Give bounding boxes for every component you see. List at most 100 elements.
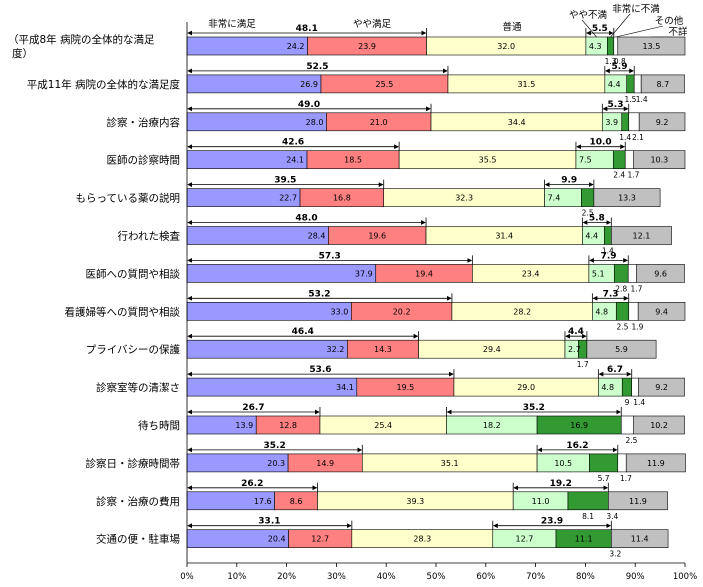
segment-value-label: 13.5 bbox=[642, 42, 660, 51]
bar-segment bbox=[627, 264, 637, 283]
category-label: 看護婦等への質問や相談 bbox=[65, 305, 181, 318]
bar-segment bbox=[586, 339, 657, 359]
category-labels: （平成8年 病院の全体的な満足度） 平成11年 病院の全体的な満足度診察・治療内容… bbox=[8, 33, 180, 546]
segment-value-label: 11.9 bbox=[629, 497, 647, 506]
segment-value-label: 12.7 bbox=[311, 535, 329, 544]
category-label: 診察・治療内容 bbox=[107, 116, 181, 129]
bar-segment bbox=[593, 188, 661, 207]
segment-value-label: 28.0 bbox=[306, 118, 324, 127]
segment-value-label: 1.4 bbox=[636, 95, 648, 104]
x-tick-label: 20% bbox=[277, 572, 296, 582]
bar-segment bbox=[613, 264, 629, 283]
dissatisfied-total-label: 5.5 bbox=[592, 24, 608, 34]
category-label: 平成11年 病院の全体的な満足度 bbox=[27, 78, 181, 91]
segment-value-label: 19.4 bbox=[415, 269, 433, 278]
segment-value-label: 29.0 bbox=[517, 383, 535, 392]
x-tick-label: 10% bbox=[227, 572, 246, 582]
segment-value-label: 33.0 bbox=[331, 307, 349, 316]
satisfied-total-label: 49.0 bbox=[298, 100, 320, 110]
segment-value-label: 26.9 bbox=[300, 80, 318, 89]
segment-value-label: 35.5 bbox=[479, 156, 497, 165]
segment-value-label: 1.4 bbox=[619, 133, 631, 142]
segment-value-label: 3.4 bbox=[606, 512, 618, 521]
bar-segment bbox=[633, 150, 686, 169]
segment-value-label: 9.4 bbox=[655, 307, 668, 316]
bar-segment bbox=[610, 226, 672, 245]
segment-value-label: 16.8 bbox=[333, 194, 351, 203]
dissatisfied-total-label: 19.2 bbox=[550, 479, 572, 489]
bar-segment bbox=[608, 491, 668, 511]
segment-value-label: 18.2 bbox=[483, 421, 501, 430]
dissatisfied-total-label: 5.8 bbox=[589, 214, 605, 224]
bar-segment bbox=[628, 112, 640, 132]
segment-value-label: 11.1 bbox=[575, 535, 593, 544]
satisfied-total-label: 26.7 bbox=[242, 403, 264, 413]
dissatisfied-total-label: 5.9 bbox=[612, 62, 628, 72]
segment-value-label: 5.7 bbox=[598, 474, 610, 483]
bar-segment bbox=[186, 377, 358, 397]
dissatisfied-total-label: 6.7 bbox=[607, 365, 623, 375]
bar-segment bbox=[620, 415, 635, 435]
segment-value-label: 12.1 bbox=[633, 232, 651, 241]
segment-value-label: 2.4 bbox=[613, 171, 625, 180]
bar-segment bbox=[589, 453, 619, 473]
segment-value-label: 5.9 bbox=[615, 345, 628, 354]
segment-value-label: 4.3 bbox=[589, 42, 602, 51]
segment-value-label: 10.2 bbox=[650, 421, 668, 430]
category-label: 医師への質問や相談 bbox=[86, 267, 181, 280]
segment-value-label: 18.5 bbox=[344, 156, 362, 165]
segment-value-label: 2.8 bbox=[615, 284, 627, 293]
category-label: 度） bbox=[12, 47, 33, 60]
segment-value-label: 13.9 bbox=[235, 421, 253, 430]
bar-segment bbox=[607, 36, 615, 56]
x-tick-label: 70% bbox=[526, 572, 545, 582]
x-tick-label: 50% bbox=[427, 572, 446, 582]
bar-segment bbox=[612, 150, 626, 169]
segment-value-label: 32.0 bbox=[497, 42, 515, 51]
bar-segment bbox=[633, 415, 685, 435]
segment-value-label: 1.7 bbox=[628, 171, 640, 180]
segment-value-label: 1.7 bbox=[620, 474, 632, 483]
bar-segment bbox=[621, 377, 633, 397]
segment-value-label: 7.4 bbox=[548, 194, 561, 203]
bar-segment bbox=[640, 74, 685, 94]
bar-segment bbox=[628, 301, 639, 321]
bar-segment bbox=[633, 74, 642, 94]
segment-value-label: 25.5 bbox=[376, 80, 394, 89]
legend-label: その他 bbox=[655, 15, 684, 27]
segment-value-label: 1.5 bbox=[625, 95, 637, 104]
segment-value-label: 28.2 bbox=[513, 307, 531, 316]
category-label: 交通の便・駐車場 bbox=[96, 533, 180, 546]
category-label: 診察日・診療時間帯 bbox=[86, 457, 181, 470]
segment-value-label: 12.8 bbox=[279, 421, 297, 430]
segment-value-label: 14.9 bbox=[316, 459, 334, 468]
segment-value-label: 2.5 bbox=[617, 322, 629, 331]
category-label: 待ち時間 bbox=[138, 419, 180, 432]
segment-value-label: 11.9 bbox=[647, 459, 665, 468]
segment-value-label: 9.6 bbox=[654, 269, 667, 278]
segment-value-label: 20.3 bbox=[267, 459, 285, 468]
segment-value-label: 16.9 bbox=[570, 421, 588, 430]
satisfied-total-label: 33.1 bbox=[258, 517, 280, 527]
segment-value-label: 28.3 bbox=[413, 535, 431, 544]
satisfied-total-label: 26.2 bbox=[241, 479, 263, 489]
segment-value-label: 11.0 bbox=[532, 497, 550, 506]
segment-value-label: 17.6 bbox=[254, 497, 272, 506]
category-label: 行われた検査 bbox=[118, 230, 181, 243]
segment-value-label: 1.4 bbox=[602, 247, 614, 256]
bar-segment bbox=[581, 188, 595, 207]
bar-segment bbox=[617, 36, 686, 56]
satisfied-total-label: 57.3 bbox=[319, 251, 341, 261]
segment-value-label: 1.4 bbox=[633, 398, 645, 407]
category-label: もらっている薬の説明 bbox=[76, 192, 180, 205]
segment-value-label: 32.3 bbox=[455, 194, 473, 203]
segment-value-label: 31.5 bbox=[517, 80, 535, 89]
bar-segment bbox=[624, 150, 635, 169]
dissatisfied-total-label: 23.9 bbox=[541, 517, 563, 527]
segment-value-label: 34.4 bbox=[508, 118, 526, 127]
segment-value-label: 22.7 bbox=[279, 194, 297, 203]
segment-value-label: 0.8 bbox=[614, 57, 626, 66]
segment-value-label: 32.2 bbox=[327, 345, 345, 354]
segment-value-label: 19.5 bbox=[396, 383, 414, 392]
segment-value-label: 24.1 bbox=[286, 156, 304, 165]
